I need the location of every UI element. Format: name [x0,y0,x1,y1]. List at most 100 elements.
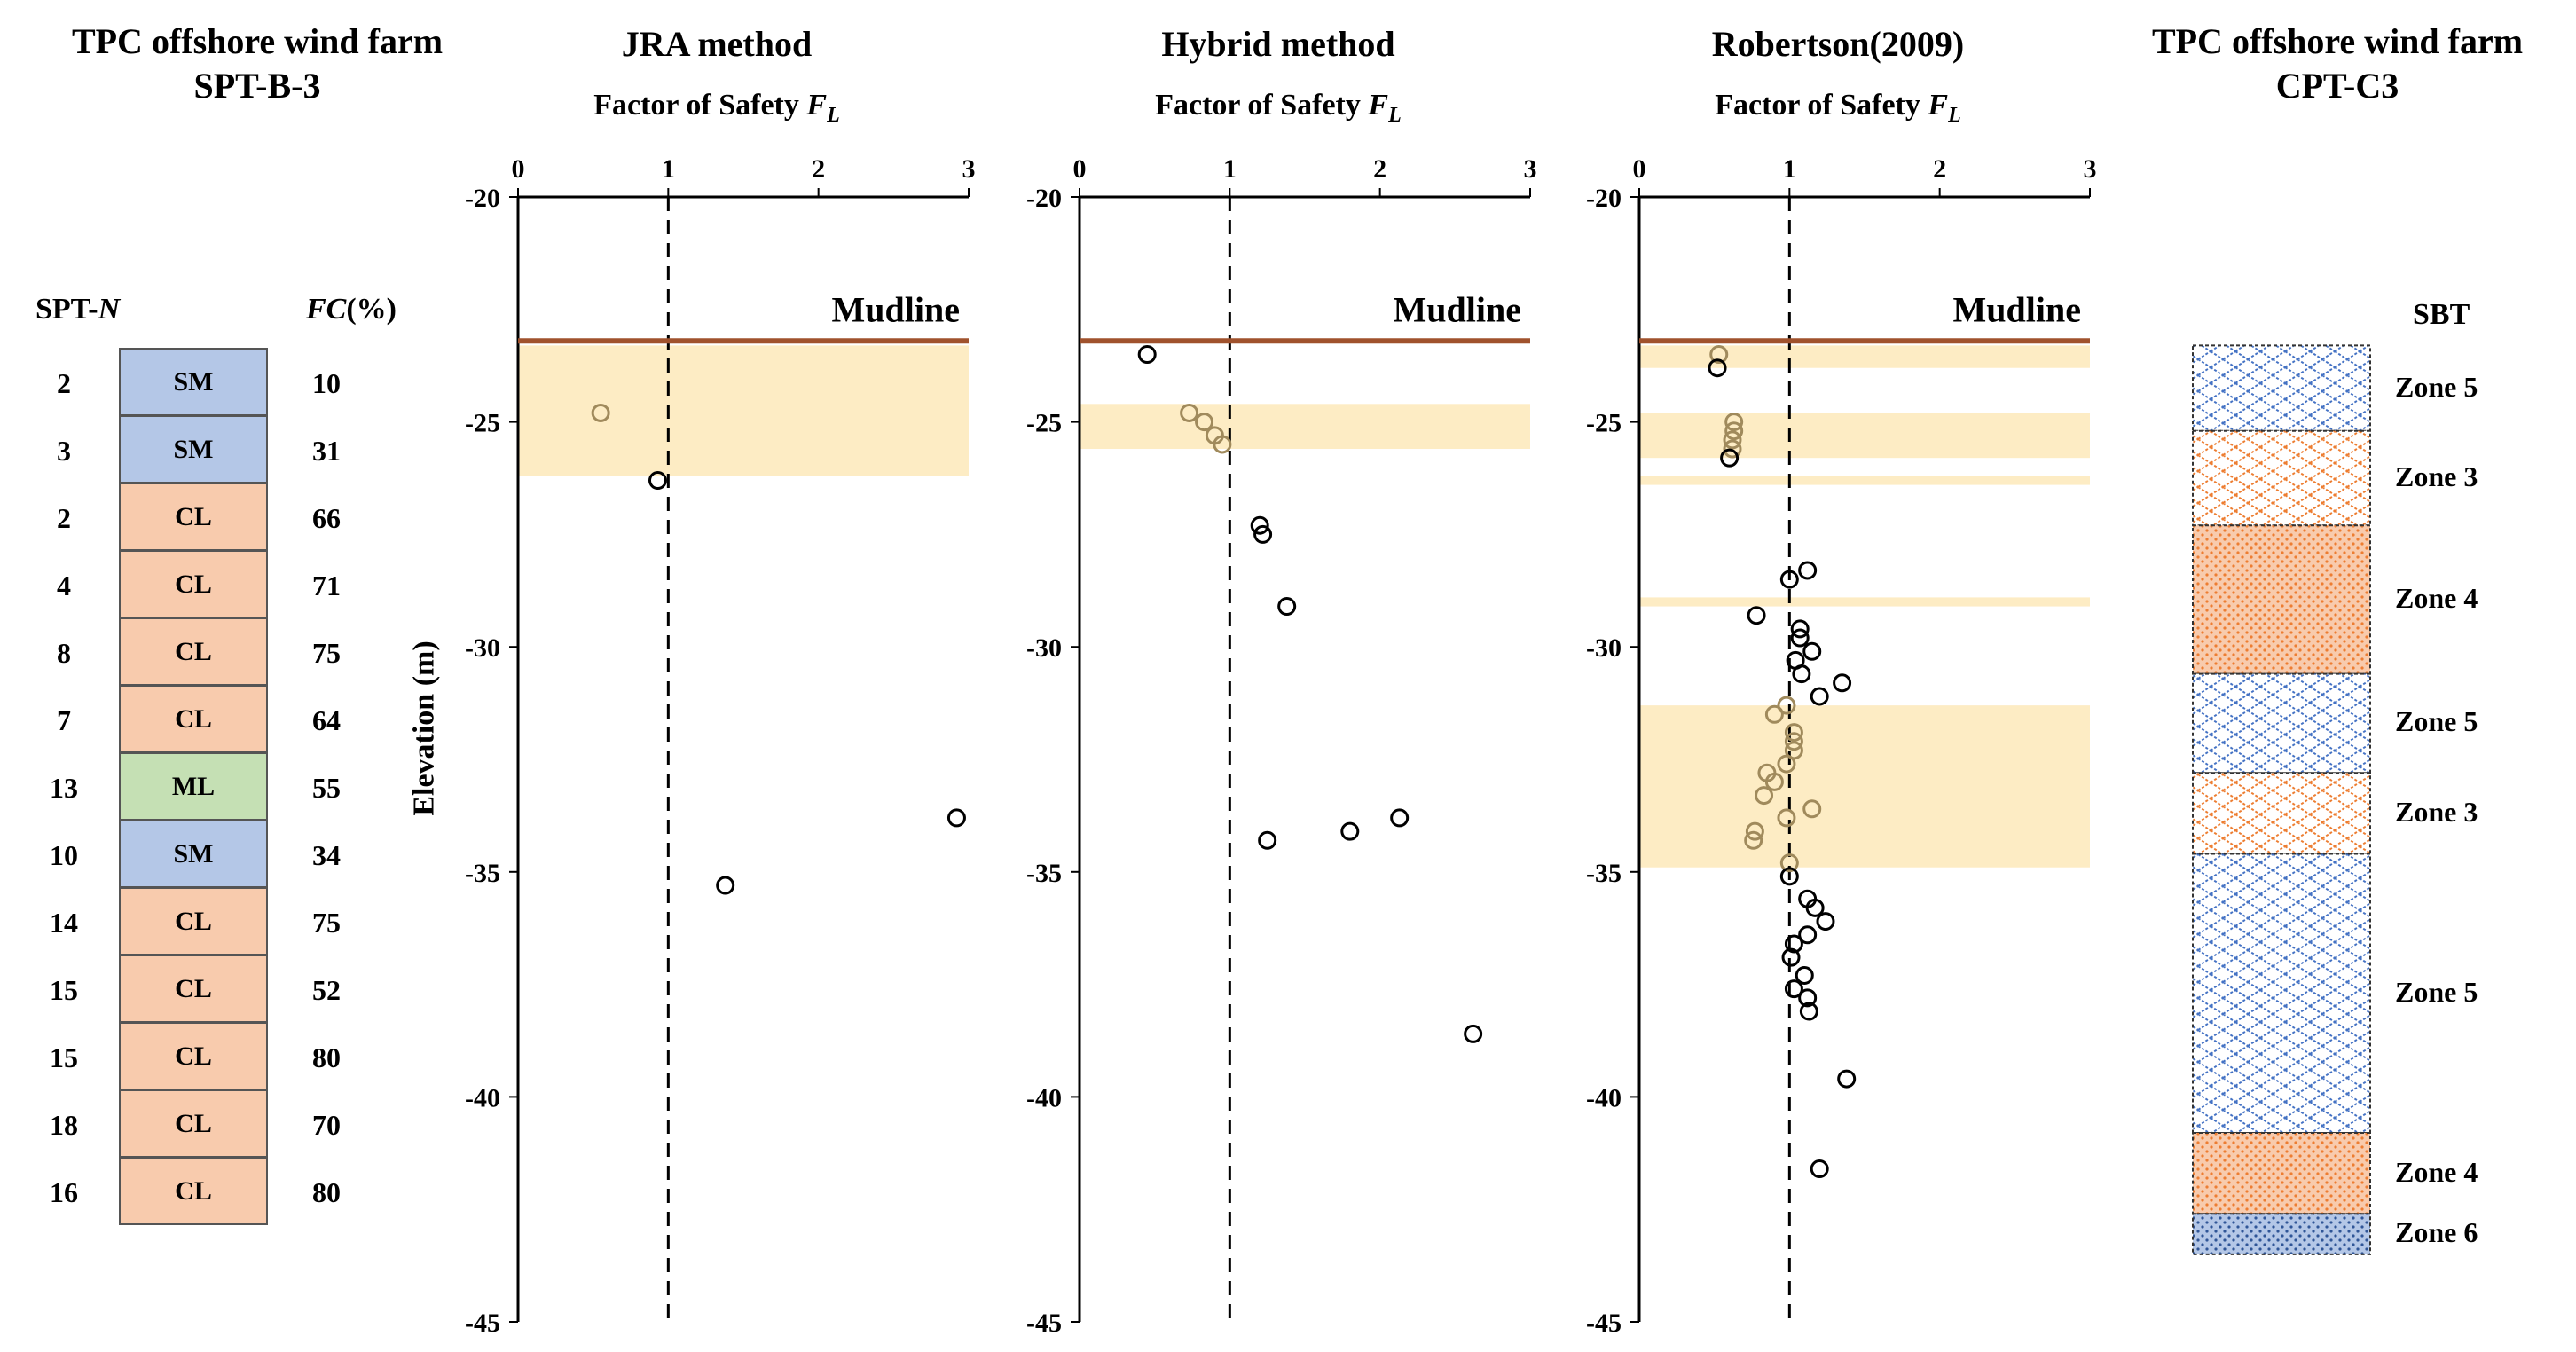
y-tick-label: -35 [465,859,500,888]
sbt-zone-label: Zone 5 [2395,370,2478,403]
fs-data-point [946,808,966,828]
fc-value: 75 [312,637,341,669]
fs-data-point [1810,1159,1829,1179]
fc-value: 75 [312,907,341,939]
fs-data-point [1777,808,1796,828]
sbt-zone-block [2192,672,2371,774]
liquefaction-band [1080,404,1530,450]
fs-data-point [1277,597,1297,617]
fs-data-point [1137,345,1157,365]
fs-data-point [1258,830,1277,850]
x-tick-label: 2 [1933,154,1946,184]
fs-data-point [1180,403,1199,422]
fs-data-point [1747,606,1766,625]
x-axis-title-subscript: L [1948,103,1961,127]
sbt-zone-block [2192,429,2371,527]
fs-data-point [1250,515,1269,535]
fs-data-point [1779,570,1799,589]
spt-title-line2: SPT-B-3 [193,66,321,106]
sbt-zone-label: Zone 3 [2395,460,2478,492]
x-tick-label: 2 [812,154,825,184]
soil-class-box: CL [119,1022,268,1090]
method-title: Hybrid method [1161,24,1395,64]
mudline-label: Mudline [1394,289,1521,329]
cpt-title-line2: CPT-C3 [2275,66,2399,106]
fc-header-unit: (%) [346,293,397,326]
fs-data-point [1810,687,1829,706]
fs-data-point [1802,641,1822,661]
spt-n-value: 4 [57,570,71,601]
cpt-title-line1: TPC offshore wind farm [2151,21,2524,61]
spt-n-value: 3 [57,435,71,467]
fs-data-point [1764,704,1784,724]
mudline-label: Mudline [1953,289,2081,329]
x-axis-title-text: Factor of Safety [1155,89,1369,122]
fc-value: 52 [312,974,341,1006]
fs-data-point [1755,786,1774,806]
sbt-zone-block [2192,1213,2371,1255]
spt-n-value: 15 [50,974,78,1006]
x-axis-title-symbol: F [1368,89,1389,122]
soil-class-box: CL [119,1157,268,1225]
sbt-header: SBT [2413,298,2470,331]
fs-data-point [1784,723,1803,743]
sbt-zone-label: Zone 4 [2395,1155,2478,1188]
sbt-zone-block [2192,772,2371,855]
x-tick-label: 3 [1524,154,1537,184]
y-tick-label: -45 [1586,1309,1622,1338]
x-tick-label: 0 [512,154,525,184]
y-tick-label: -35 [1026,859,1062,888]
x-axis-title: Factor of Safety FL [1607,89,2069,128]
fs-data-point [1777,696,1796,715]
soil-class-box: SM [119,820,268,888]
x-tick-label: 0 [1633,154,1646,184]
y-tick-label: -25 [1026,409,1062,438]
fs-data-point [1837,1069,1857,1089]
fs-data-point [1799,1002,1818,1021]
spt-n-value: 8 [57,637,71,669]
fs-data-point [1798,925,1818,945]
fs-data-point [716,876,735,895]
soil-class-box: SM [119,348,268,416]
y-tick-label: -30 [1586,633,1622,663]
fs-data-point [1816,912,1835,931]
fc-value: 64 [312,704,341,736]
y-tick-label: -20 [1026,184,1062,213]
cpt-title: TPC offshore wind farm CPT-C3 [2102,20,2572,108]
fs-data-point [1253,524,1273,544]
fc-value: 70 [312,1109,341,1141]
fs-data-point [1779,853,1799,873]
x-axis-title-text: Factor of Safety [1715,89,1928,122]
soil-class-box: CL [119,1089,268,1158]
fc-value: 55 [312,772,341,804]
soil-class-box: CL [119,483,268,551]
fs-data-point [1340,821,1360,841]
x-tick-label: 2 [1373,154,1386,184]
spt-n-value: 2 [57,502,71,534]
fc-value: 66 [312,502,341,534]
fs-data-point [1784,741,1803,760]
sbt-zone-label: Zone 5 [2395,975,2478,1008]
x-tick-label: 3 [2084,154,2097,184]
soil-class-box: ML [119,752,268,821]
spt-n-value: 10 [50,839,78,871]
fc-value: 34 [312,839,341,871]
fs-data-point [1708,358,1727,378]
liquefaction-band [1639,597,2090,607]
liquefaction-band [1639,705,2090,868]
x-axis-title-text: Factor of Safety [593,89,807,122]
fs-data-point [1723,439,1742,459]
y-tick-label: -20 [465,184,500,213]
fs-data-point [1833,673,1852,693]
fs-data-point [1195,413,1214,432]
y-tick-label: -40 [1026,1083,1062,1112]
fs-data-point [1784,979,1803,999]
liquefaction-band [1639,476,2090,485]
fs-data-point [1764,772,1784,791]
sbt-zone-label: Zone 4 [2395,581,2478,614]
fs-data-point [1720,448,1740,468]
y-tick-label: -40 [1586,1083,1622,1112]
fs-data-point [1464,1024,1483,1043]
fc-value: 80 [312,1042,341,1073]
